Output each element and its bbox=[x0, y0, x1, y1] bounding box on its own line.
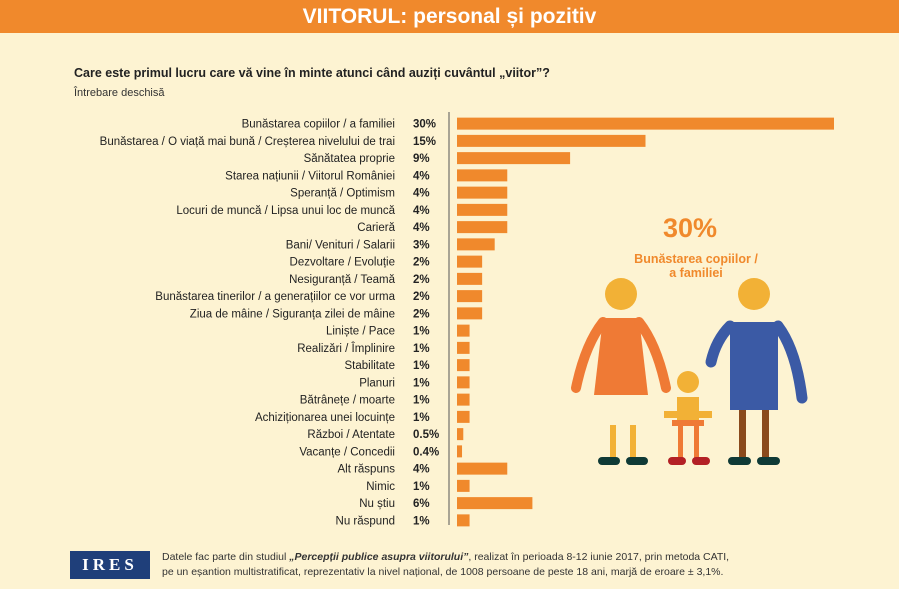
value-label: 1% bbox=[413, 412, 430, 424]
value-label: 4% bbox=[413, 170, 430, 182]
bar bbox=[457, 134, 646, 147]
category-label: Bătrânețe / moarte bbox=[300, 395, 395, 407]
value-label: 0.5% bbox=[413, 429, 439, 441]
category-label: Nimic bbox=[366, 481, 395, 493]
value-label: 2% bbox=[413, 274, 430, 286]
bar bbox=[457, 203, 508, 216]
value-label: 4% bbox=[413, 205, 430, 217]
bar bbox=[457, 152, 571, 165]
value-label: 2% bbox=[413, 308, 430, 320]
category-label: Carieră bbox=[357, 222, 395, 234]
category-label: Speranță / Optimism bbox=[290, 188, 395, 200]
family-illustration: 30% Bunăstarea copiilor / a familiei bbox=[571, 213, 808, 465]
value-label: 6% bbox=[413, 498, 430, 510]
mother-figure bbox=[571, 278, 671, 465]
category-label: Război / Atentate bbox=[307, 429, 395, 441]
category-label: Nesiguranță / Teamă bbox=[289, 274, 396, 286]
bar bbox=[457, 359, 470, 372]
category-label: Liniște / Pace bbox=[326, 326, 395, 338]
highlight-label-line1: Bunăstarea copiilor / bbox=[634, 252, 758, 266]
value-label: 1% bbox=[413, 326, 430, 338]
category-label: Dezvoltare / Evoluție bbox=[290, 257, 395, 269]
value-label: 1% bbox=[413, 377, 430, 389]
footer-text: Datele fac parte din studiul „Percepții … bbox=[162, 550, 882, 580]
value-label: 0.4% bbox=[413, 446, 439, 458]
father-figure bbox=[705, 278, 808, 465]
category-label: Bunăstarea copiilor / a familiei bbox=[242, 119, 395, 131]
footer: IRES Datele fac parte din studiul „Perce… bbox=[70, 548, 890, 584]
value-label: 4% bbox=[413, 188, 430, 200]
category-label: Planuri bbox=[359, 377, 395, 389]
bar bbox=[457, 462, 508, 475]
category-label: Stabilitate bbox=[344, 360, 395, 372]
banner-title: VIITORUL: personal și pozitiv bbox=[302, 4, 597, 28]
value-label: 1% bbox=[413, 343, 430, 355]
bar bbox=[457, 497, 533, 510]
bar bbox=[457, 255, 483, 268]
footer-text-line2: pe un eșantion multistratificat, repreze… bbox=[162, 566, 724, 578]
bar bbox=[457, 221, 508, 234]
bar bbox=[457, 514, 470, 527]
category-label: Locuri de muncă / Lipsa unui loc de munc… bbox=[176, 205, 395, 217]
bar bbox=[457, 445, 463, 458]
footer-text-prefix: Datele fac parte din studiul bbox=[162, 551, 290, 563]
bar bbox=[457, 117, 834, 130]
bar bbox=[457, 341, 470, 354]
value-label: 1% bbox=[413, 515, 430, 527]
value-label: 1% bbox=[413, 360, 430, 372]
page-banner: VIITORUL: personal și pozitiv bbox=[0, 0, 899, 33]
category-label: Nu știu bbox=[359, 498, 395, 510]
footer-text-suffix: , realizat în perioada 8-12 iunie 2017, … bbox=[468, 551, 730, 563]
footer-study-title: „Percepții publice asupra viitorului” bbox=[289, 551, 469, 563]
category-label: Alt răspuns bbox=[337, 464, 395, 476]
bar-chart: Bunăstarea copiilor / a familiei 30% Bunăs… bbox=[100, 112, 834, 527]
ires-logo: IRES bbox=[70, 551, 150, 579]
question-text: Care este primul lucru care vă vine în m… bbox=[74, 66, 550, 80]
bar bbox=[457, 272, 483, 285]
bar bbox=[457, 324, 470, 337]
category-label: Bani/ Venituri / Salarii bbox=[286, 239, 395, 251]
bar bbox=[457, 307, 483, 320]
value-label: 1% bbox=[413, 481, 430, 493]
value-label: 1% bbox=[413, 395, 430, 407]
value-label: 3% bbox=[413, 239, 430, 251]
category-label: Sănătatea proprie bbox=[304, 153, 395, 165]
bar bbox=[457, 410, 470, 423]
bar bbox=[457, 169, 508, 182]
bar bbox=[457, 186, 508, 199]
value-label: 9% bbox=[413, 153, 430, 165]
question-subtitle: Întrebare deschisă bbox=[74, 87, 165, 99]
category-label: Nu răspund bbox=[336, 515, 395, 527]
value-label: 4% bbox=[413, 222, 430, 234]
bar bbox=[457, 479, 470, 492]
value-label: 4% bbox=[413, 464, 430, 476]
highlight-label-line2: a familiei bbox=[669, 266, 723, 280]
value-label: 2% bbox=[413, 291, 430, 303]
bar bbox=[457, 393, 470, 406]
bar bbox=[457, 428, 464, 441]
highlight-value: 30% bbox=[663, 213, 717, 243]
category-label: Starea națiunii / Viitorul României bbox=[225, 170, 395, 182]
category-label: Ziua de mâine / Siguranța zilei de mâine bbox=[190, 308, 395, 320]
category-label: Vacanțe / Concedii bbox=[299, 446, 395, 458]
bars-layer: Bunăstarea copiilor / a familiei 30% Bunăs… bbox=[100, 117, 834, 527]
category-label: Realizări / Împlinire bbox=[297, 342, 395, 355]
category-label: Achiziționarea unei locuințe bbox=[255, 412, 395, 424]
bar bbox=[457, 376, 470, 389]
value-label: 30% bbox=[413, 119, 436, 131]
child-figure bbox=[664, 371, 712, 465]
category-label: Bunăstarea tinerilor / a generațiilor ce… bbox=[155, 291, 395, 303]
category-label: Bunăstarea / O viață mai bună / Creștere… bbox=[100, 136, 395, 148]
bar bbox=[457, 238, 495, 251]
bar bbox=[457, 290, 483, 303]
value-label: 15% bbox=[413, 136, 436, 148]
value-label: 2% bbox=[413, 257, 430, 269]
